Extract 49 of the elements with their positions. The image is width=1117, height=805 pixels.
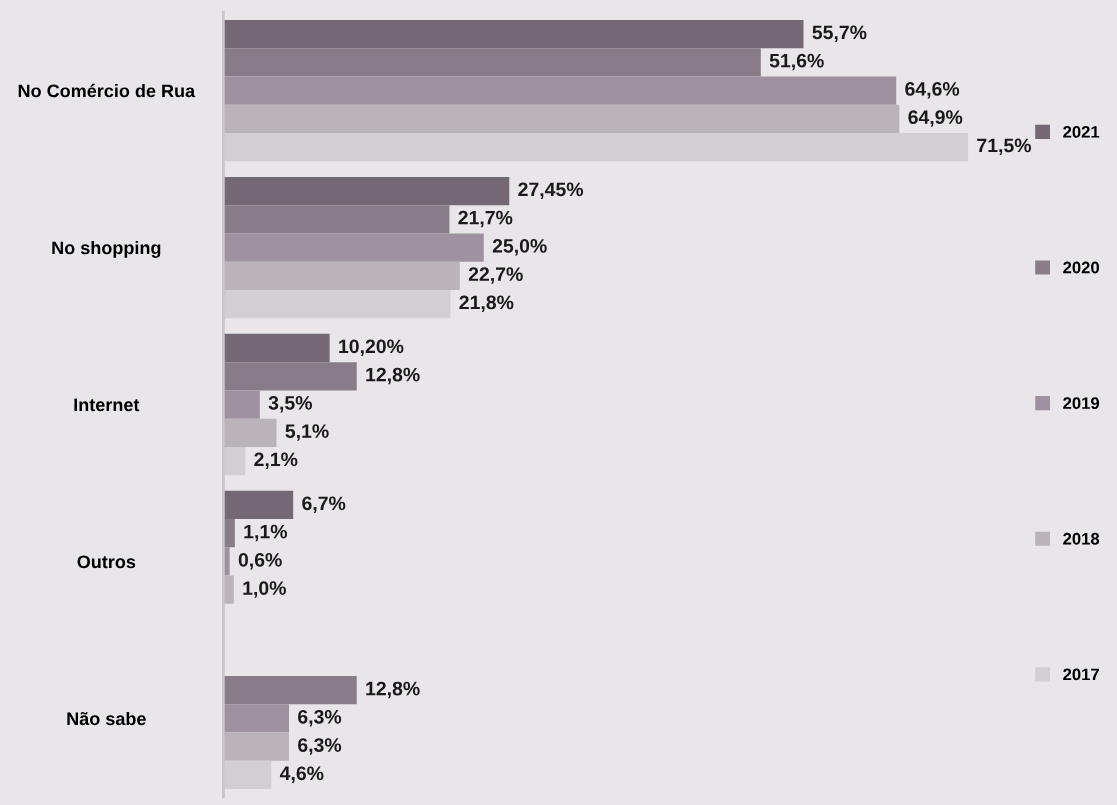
data-label: 6,7% — [302, 496, 346, 514]
data-label: 4,6% — [279, 766, 324, 784]
data-label: 10,20% — [339, 339, 404, 357]
data-label: 12,8% — [366, 681, 420, 699]
bar — [223, 48, 761, 77]
data-label: 25,0% — [492, 238, 547, 256]
legend-label: 2019 — [1063, 397, 1100, 410]
data-label: 5,1% — [285, 424, 329, 441]
bar — [223, 104, 900, 133]
bar — [223, 732, 290, 761]
bar — [223, 261, 460, 290]
bar — [223, 704, 290, 733]
data-label: 51,6% — [769, 53, 824, 71]
data-label: 64,9% — [908, 110, 963, 127]
y-tick-label: Outros — [77, 555, 136, 569]
data-label: 6,3% — [298, 738, 342, 755]
data-label: 1,0% — [243, 581, 286, 598]
data-label: 6,3% — [298, 709, 342, 727]
bar — [223, 333, 330, 363]
bar — [223, 362, 357, 391]
data-label: 64,6% — [905, 82, 960, 99]
y-tick-label: No Comércio de Rua — [18, 83, 196, 98]
y-tick-label: Internet — [74, 398, 140, 412]
bar — [223, 490, 294, 520]
data-label: 3,5% — [268, 395, 312, 413]
data-label: 21,7% — [458, 210, 513, 228]
y-tick-label: Não sabe — [67, 711, 146, 726]
data-label: 0,6% — [238, 552, 282, 570]
data-label: 2,1% — [254, 452, 298, 470]
data-label: 22,7% — [468, 267, 523, 284]
data-label: 12,8% — [366, 367, 420, 385]
bar — [223, 390, 260, 419]
bar — [223, 233, 484, 262]
bar — [223, 19, 804, 49]
legend-label: 2017 — [1063, 668, 1099, 681]
data-label: 1,1% — [244, 524, 287, 542]
data-label: 71,5% — [977, 138, 1032, 156]
bar — [223, 176, 510, 206]
legend-label: 2021 — [1063, 125, 1100, 138]
data-label: 21,8% — [459, 295, 514, 313]
bar — [223, 76, 897, 105]
bar — [223, 418, 277, 447]
bar — [223, 676, 357, 705]
bar — [223, 205, 450, 234]
data-label: 27,45% — [518, 182, 584, 200]
legend-label: 2018 — [1063, 532, 1100, 545]
data-label: 55,7% — [812, 25, 867, 43]
legend-label: 2020 — [1063, 261, 1099, 274]
y-tick-label: No shopping — [52, 241, 161, 258]
